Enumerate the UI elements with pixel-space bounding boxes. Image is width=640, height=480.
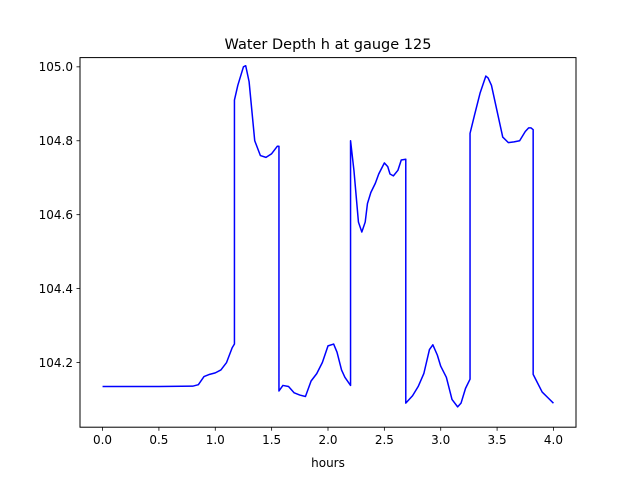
x-tick-label: 2.5 (375, 433, 394, 447)
x-tick-label: 2.0 (318, 433, 337, 447)
x-tick-label: 0.5 (149, 433, 168, 447)
x-tick-label: 4.0 (544, 433, 563, 447)
x-axis: 0.0 0.5 1.0 1.5 2.0 2.5 3.0 3.5 4.0 (93, 427, 563, 447)
x-axis-label: hours (311, 456, 345, 470)
x-tick-label: 3.5 (488, 433, 507, 447)
x-tick-label: 1.0 (206, 433, 225, 447)
chart-title: Water Depth h at gauge 125 (225, 37, 432, 53)
x-tick-label: 0.0 (93, 433, 112, 447)
series-layer (102, 64, 554, 408)
y-tick-label: 104.2 (39, 356, 73, 370)
x-tick-label: 3.0 (431, 433, 450, 447)
series-line-0 (102, 64, 554, 408)
x-tick-label: 1.5 (262, 433, 281, 447)
y-tick-label: 104.8 (39, 134, 73, 148)
y-axis: 104.2 104.4 104.6 104.8 105.0 (39, 60, 80, 370)
y-tick-label: 104.4 (39, 282, 73, 296)
y-tick-label: 105.0 (39, 60, 73, 74)
y-tick-label: 104.6 (39, 208, 73, 222)
